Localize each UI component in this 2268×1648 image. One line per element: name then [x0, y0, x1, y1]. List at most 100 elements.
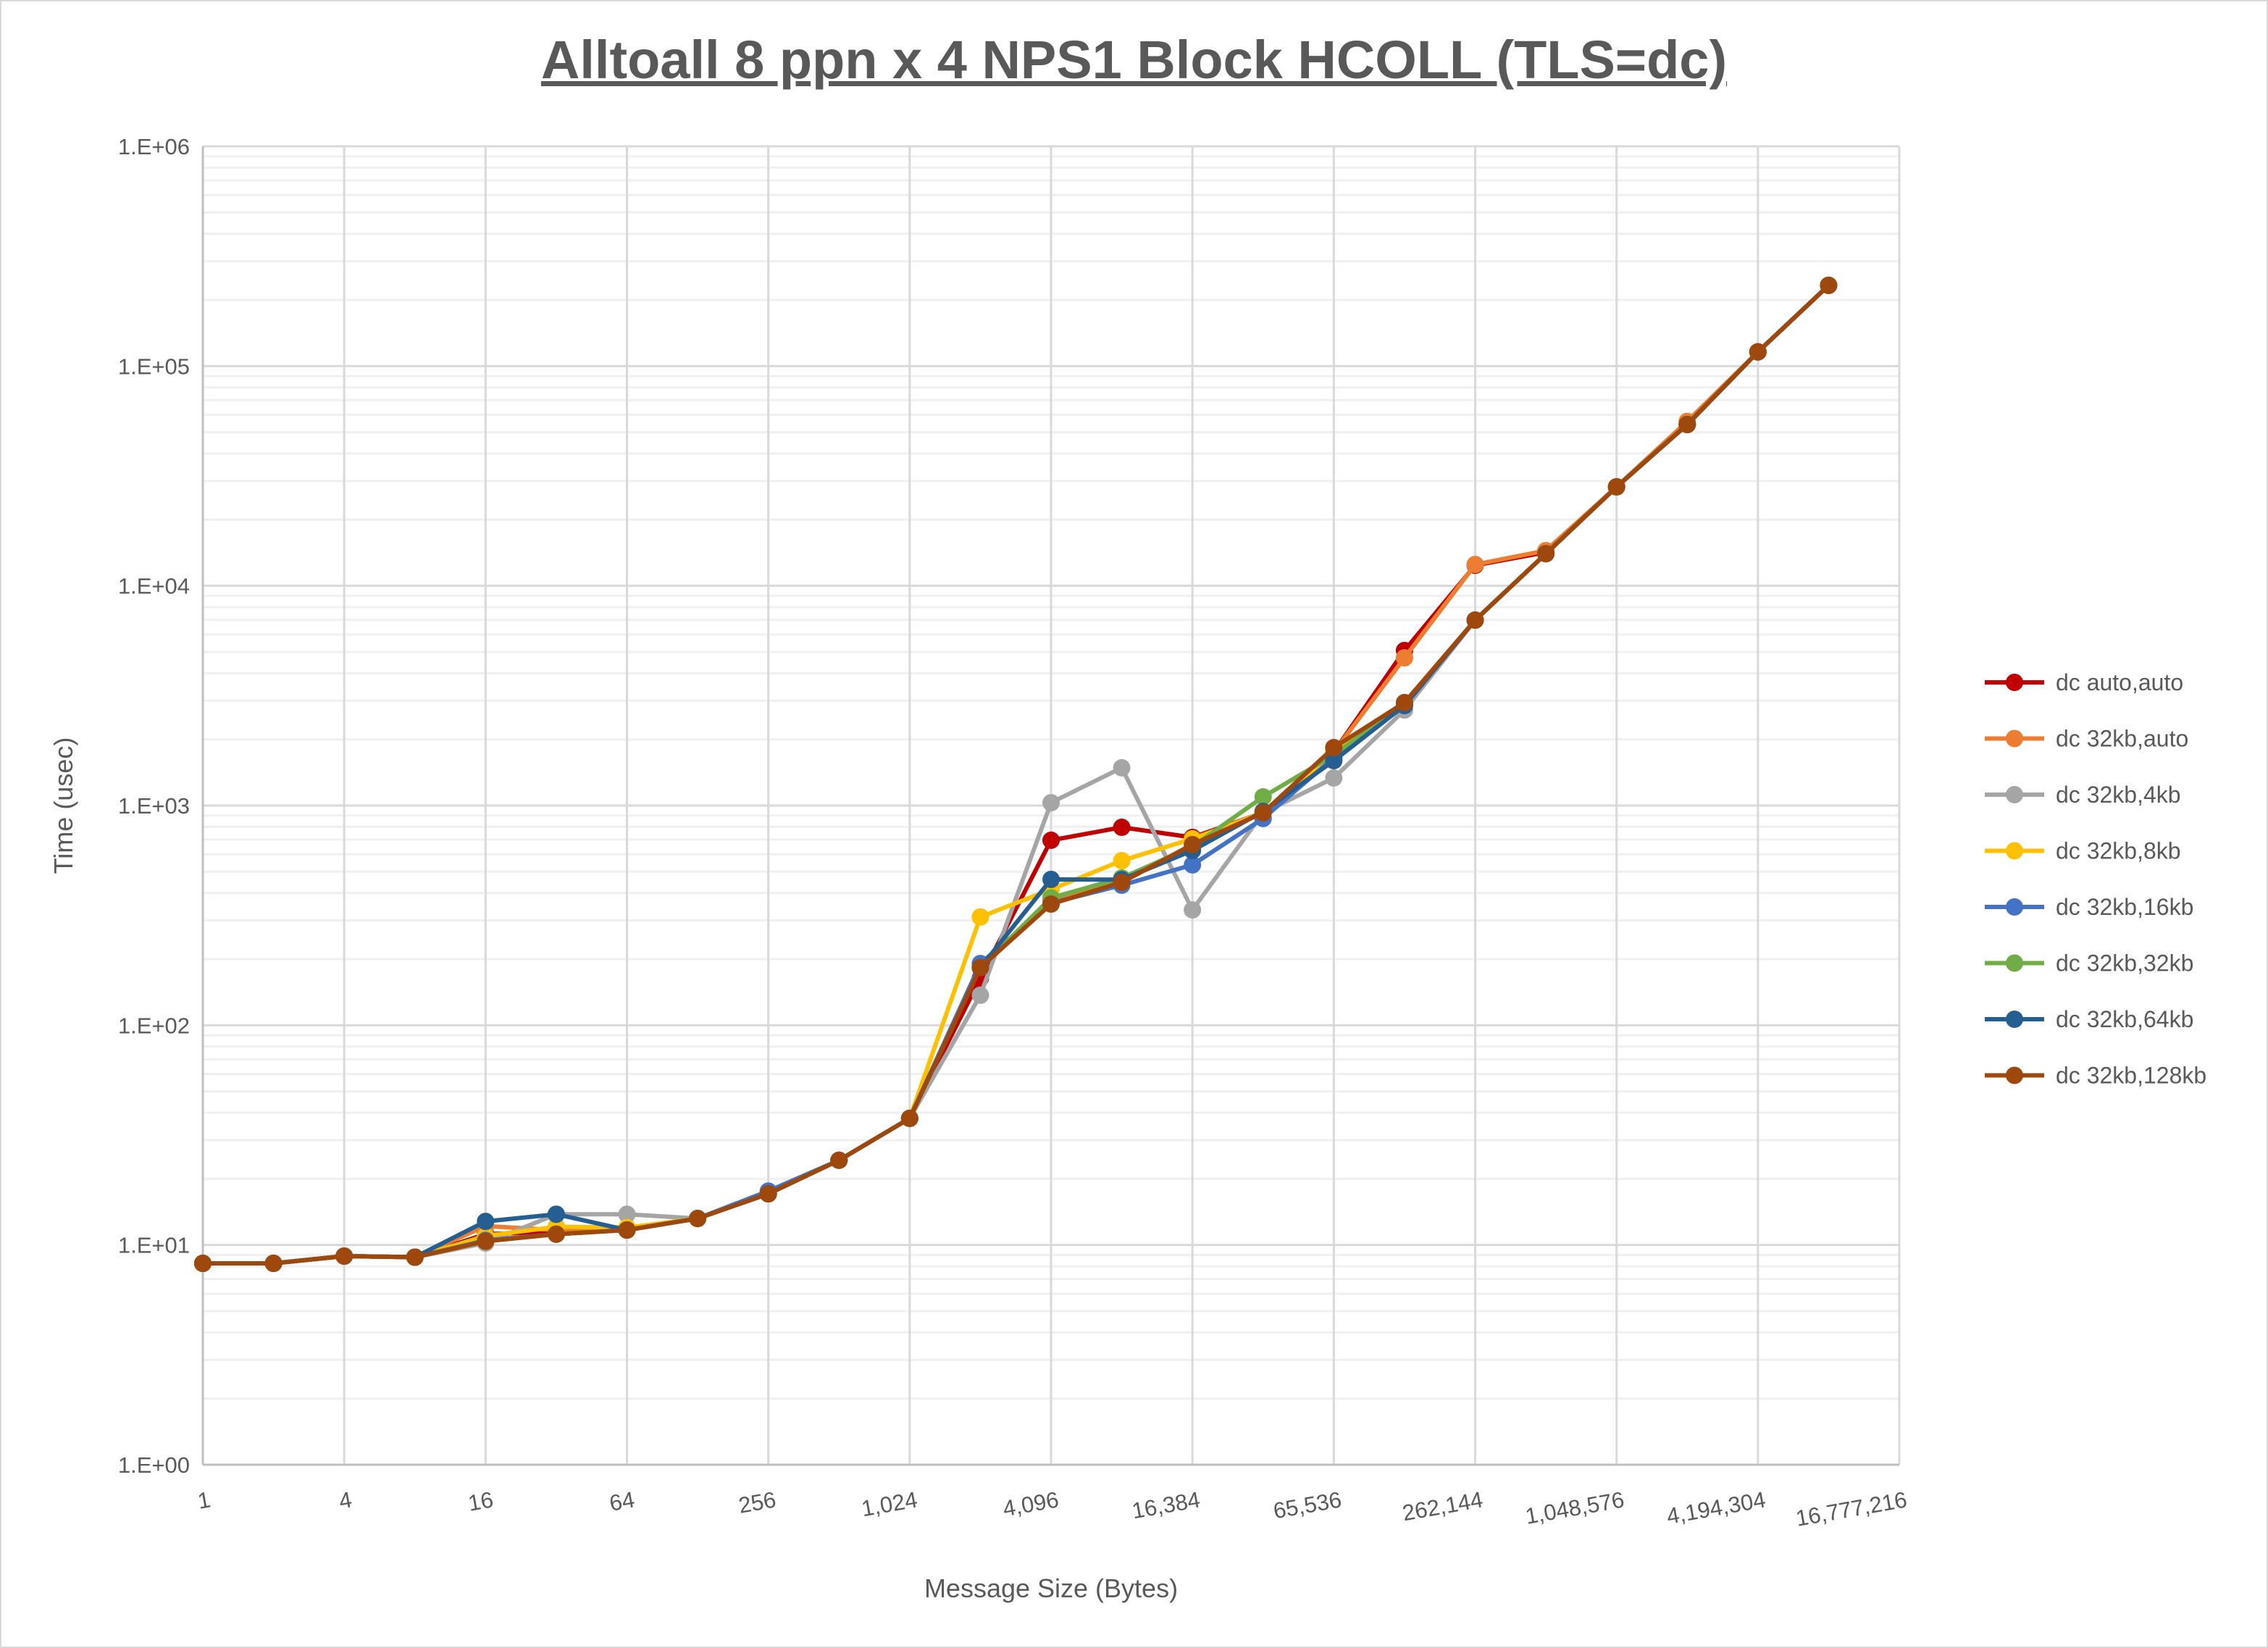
data-point [547, 1205, 565, 1224]
series-dc-32kb-64kb [194, 276, 1838, 1273]
legend-swatch-marker [2006, 898, 2023, 916]
data-point [1042, 794, 1060, 812]
data-point [1042, 895, 1060, 913]
legend-swatch-marker [2006, 1066, 2023, 1084]
series-dc-32kb-16kb [194, 276, 1838, 1273]
data-point [1466, 556, 1484, 574]
data-point [971, 986, 989, 1004]
data-point [971, 958, 989, 976]
series-group [194, 276, 1838, 1273]
chart-title: Alltoall 8 ppn x 4 NPS1 Block HCOLL (TLS… [540, 30, 1728, 90]
legend-item: dc 32kb,128kb [1985, 1063, 2206, 1089]
data-point [1113, 758, 1131, 777]
legend-swatch-marker [2006, 674, 2023, 691]
tick-labels: 1.E+00 1.E+01 1.E+02 1.E+03 1.E+04 1.E+05 1.E+… [118, 134, 1909, 1531]
data-point [1749, 343, 1767, 361]
legend-label: dc 32kb,4kb [2056, 782, 2181, 808]
data-point [194, 1255, 212, 1273]
data-point [1184, 856, 1202, 874]
x-tick-label: 16 [466, 1486, 495, 1515]
data-point [618, 1221, 636, 1239]
y-tick-label: 1.E+02 [118, 1013, 190, 1038]
data-point [971, 908, 989, 926]
data-point [1395, 649, 1413, 667]
x-axis-label: Message Size (Bytes) [924, 1573, 1178, 1603]
data-point [264, 1255, 283, 1273]
x-tick-label: 256 [737, 1486, 778, 1518]
data-point [1042, 871, 1060, 889]
data-point [335, 1247, 353, 1266]
series-dc-32kb-4kb [194, 276, 1838, 1273]
x-tick-label: 16,777,216 [1794, 1486, 1909, 1531]
series-dc-32kb-8kb [194, 276, 1838, 1273]
series-dc-auto-auto [194, 276, 1838, 1273]
y-axis-label: Time (usec) [49, 737, 78, 874]
legend-item: dc 32kb,4kb [1985, 782, 2181, 808]
data-point [1678, 416, 1696, 434]
data-point [830, 1151, 848, 1169]
data-point [1042, 831, 1060, 849]
y-tick-label: 1.E+01 [118, 1233, 190, 1258]
legend-swatch-marker [2006, 729, 2023, 748]
x-tick-label: 1,024 [860, 1486, 919, 1521]
legend-label: dc 32kb,128kb [2056, 1063, 2206, 1089]
x-tick-label: 262,144 [1400, 1486, 1484, 1526]
data-point [1466, 611, 1484, 629]
data-point [1537, 545, 1555, 563]
legend-item: dc 32kb,8kb [1985, 838, 2181, 864]
data-point [1113, 852, 1131, 870]
data-point [1113, 819, 1131, 837]
x-tick-label: 4,096 [1001, 1486, 1060, 1521]
data-point [547, 1225, 565, 1243]
x-tick-label: 1,048,576 [1523, 1486, 1626, 1528]
legend-item: dc 32kb,64kb [1985, 1006, 2193, 1032]
legend-swatch-marker [2006, 954, 2023, 972]
y-tick-label: 1.E+03 [118, 793, 190, 819]
data-point [1607, 478, 1625, 496]
data-point [759, 1184, 777, 1202]
data-point [1325, 769, 1343, 787]
legend-label: dc 32kb,8kb [2056, 838, 2181, 864]
data-point [1113, 874, 1131, 892]
data-point [1184, 901, 1202, 919]
data-point [1325, 752, 1343, 770]
series-line [203, 283, 1830, 1266]
data-point [477, 1232, 495, 1250]
legend-label: dc 32kb,32kb [2056, 950, 2193, 976]
legend-label: dc auto,auto [2056, 669, 2183, 695]
x-tick-label: 65,536 [1271, 1486, 1343, 1523]
data-point [1820, 276, 1838, 294]
data-point [1325, 739, 1343, 757]
series-dc-32kb-auto [194, 276, 1838, 1273]
legend: dc auto,auto dc 32kb,auto dc 32kb,4kb dc 32… [1985, 669, 2206, 1089]
data-point [1254, 788, 1272, 806]
data-point [900, 1109, 919, 1127]
legend-item: dc 32kb,auto [1985, 726, 2188, 752]
legend-label: dc 32kb,16kb [2056, 894, 2193, 920]
legend-item: dc auto,auto [1985, 669, 2183, 695]
data-point [1395, 693, 1413, 711]
legend-label: dc 32kb,auto [2056, 726, 2188, 752]
x-tick-label: 4,194,304 [1665, 1486, 1767, 1528]
x-tick-label: 1 [196, 1486, 212, 1513]
data-point [406, 1248, 424, 1266]
x-tick-label: 64 [608, 1486, 637, 1515]
y-tick-label: 1.E+04 [118, 574, 190, 599]
y-tick-label: 1.E+05 [118, 354, 190, 379]
data-point [1184, 835, 1202, 853]
data-point [1254, 803, 1272, 821]
data-point [689, 1210, 707, 1228]
legend-swatch-marker [2006, 786, 2023, 803]
series-dc-32kb-32kb [194, 276, 1838, 1273]
legend-item: dc 32kb,16kb [1985, 894, 2193, 920]
series-dc-32kb-128kb [194, 276, 1838, 1273]
legend-swatch-marker [2006, 1011, 2023, 1028]
legend-label: dc 32kb,64kb [2056, 1006, 2193, 1032]
data-point [618, 1205, 636, 1224]
y-tick-label: 1.E+00 [118, 1452, 190, 1478]
legend-item: dc 32kb,32kb [1985, 950, 2193, 976]
x-tick-label: 4 [337, 1486, 353, 1513]
y-tick-label: 1.E+06 [118, 134, 190, 159]
